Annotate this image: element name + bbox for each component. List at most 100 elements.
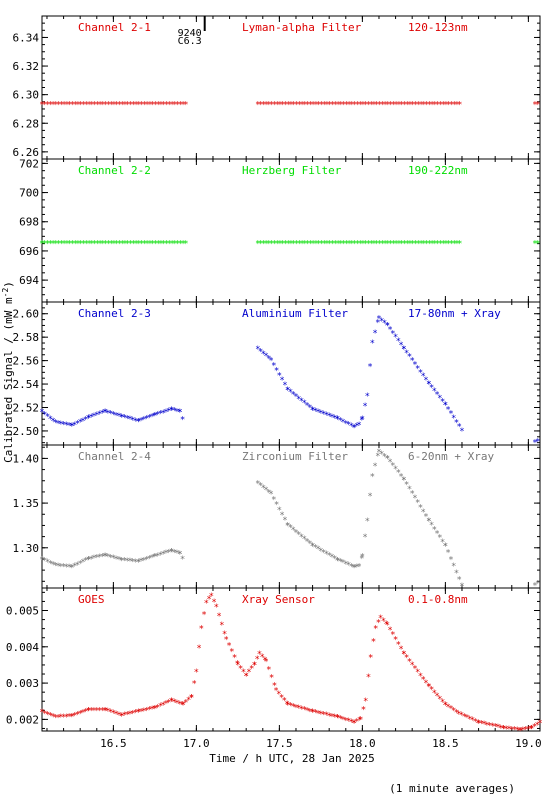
data-point: * bbox=[147, 706, 152, 716]
data-point: * bbox=[169, 547, 174, 557]
data-point: * bbox=[50, 561, 55, 571]
data-point: * bbox=[302, 240, 307, 250]
data-point: * bbox=[271, 361, 276, 371]
data-point: * bbox=[360, 415, 365, 425]
data-point: * bbox=[421, 101, 426, 111]
x-tick-label: 17.0 bbox=[183, 737, 210, 750]
data-point: * bbox=[443, 542, 448, 552]
data-point: * bbox=[404, 349, 409, 359]
data-point: * bbox=[379, 450, 384, 460]
data-point: * bbox=[315, 408, 320, 418]
data-point: * bbox=[523, 725, 528, 735]
data-point: * bbox=[139, 101, 144, 111]
data-point: * bbox=[95, 101, 100, 111]
data-point: * bbox=[155, 703, 160, 713]
data-point: * bbox=[158, 410, 163, 420]
data-point: * bbox=[136, 708, 141, 718]
data-point: * bbox=[48, 712, 53, 722]
data-point: * bbox=[492, 723, 497, 733]
data-point: * bbox=[50, 240, 55, 250]
data-point: * bbox=[515, 726, 520, 736]
data-point: * bbox=[305, 101, 310, 111]
data-point: * bbox=[86, 414, 91, 424]
data-point: * bbox=[365, 517, 370, 527]
data-point: * bbox=[111, 240, 116, 250]
data-point: * bbox=[393, 240, 398, 250]
data-point: * bbox=[277, 506, 282, 516]
data-point: * bbox=[396, 469, 401, 479]
data-point: * bbox=[304, 707, 309, 717]
data-point: * bbox=[186, 696, 191, 706]
data-point: * bbox=[160, 409, 165, 419]
data-point: * bbox=[367, 492, 372, 502]
data-point: * bbox=[310, 708, 315, 718]
data-point: * bbox=[378, 614, 383, 624]
data-point: * bbox=[89, 555, 94, 565]
data-point: * bbox=[362, 533, 367, 543]
data-point: * bbox=[72, 240, 77, 250]
data-point: * bbox=[357, 240, 362, 250]
data-point: * bbox=[262, 656, 267, 666]
data-point: * bbox=[299, 397, 304, 407]
data-point: * bbox=[340, 715, 345, 725]
data-point: * bbox=[45, 101, 50, 111]
data-point: * bbox=[426, 683, 431, 693]
data-point: * bbox=[382, 319, 387, 329]
y-tick-label: 6.28 bbox=[13, 117, 40, 130]
data-point: * bbox=[401, 476, 406, 486]
data-point: * bbox=[69, 422, 74, 432]
data-point: * bbox=[258, 482, 263, 492]
data-point: * bbox=[359, 554, 364, 564]
data-point: * bbox=[64, 563, 69, 573]
x-tick-label: 17.5 bbox=[266, 737, 293, 750]
data-point: * bbox=[147, 240, 152, 250]
data-point: * bbox=[380, 101, 385, 111]
data-point: * bbox=[119, 556, 124, 566]
panel-band-label: 190-222nm bbox=[408, 164, 468, 177]
data-point: * bbox=[268, 357, 273, 367]
data-point: * bbox=[177, 550, 182, 560]
data-point: * bbox=[283, 101, 288, 111]
data-point: * bbox=[144, 706, 149, 716]
data-point: * bbox=[163, 549, 168, 559]
data-point: * bbox=[321, 101, 326, 111]
data-point: * bbox=[45, 710, 50, 720]
data-point: * bbox=[180, 701, 185, 711]
data-point: * bbox=[91, 706, 96, 716]
data-point: * bbox=[401, 345, 406, 355]
data-point: * bbox=[393, 333, 398, 343]
data-point: * bbox=[535, 437, 540, 447]
data-point: * bbox=[434, 391, 439, 401]
data-point: * bbox=[252, 661, 257, 671]
data-point: * bbox=[377, 101, 382, 111]
data-point: * bbox=[410, 240, 415, 250]
data-point: * bbox=[72, 562, 77, 572]
data-point: * bbox=[125, 101, 130, 111]
data-point: * bbox=[114, 101, 119, 111]
data-point: * bbox=[385, 240, 390, 250]
data-point: * bbox=[423, 376, 428, 386]
data-point: * bbox=[432, 689, 437, 699]
data-point: * bbox=[75, 420, 80, 430]
data-point: * bbox=[119, 712, 124, 722]
data-point: * bbox=[216, 612, 221, 622]
data-point: * bbox=[427, 101, 432, 111]
flare-code-label: 9240 bbox=[178, 28, 202, 39]
data-point: * bbox=[464, 714, 469, 724]
series-5: ****************************************… bbox=[39, 592, 542, 736]
data-point: * bbox=[61, 713, 66, 723]
data-point: * bbox=[326, 712, 331, 722]
data-point: * bbox=[351, 719, 356, 729]
data-point: * bbox=[113, 710, 118, 720]
data-point: * bbox=[111, 709, 116, 719]
data-point: * bbox=[86, 706, 91, 716]
data-point: * bbox=[307, 707, 312, 717]
series-3: ****************************************… bbox=[39, 314, 540, 448]
data-point: * bbox=[94, 411, 99, 421]
data-point: * bbox=[443, 701, 448, 711]
data-point: * bbox=[206, 595, 211, 605]
data-point: * bbox=[169, 547, 174, 557]
data-point: * bbox=[435, 101, 440, 111]
data-point: * bbox=[136, 558, 141, 568]
data-point: * bbox=[440, 101, 445, 111]
